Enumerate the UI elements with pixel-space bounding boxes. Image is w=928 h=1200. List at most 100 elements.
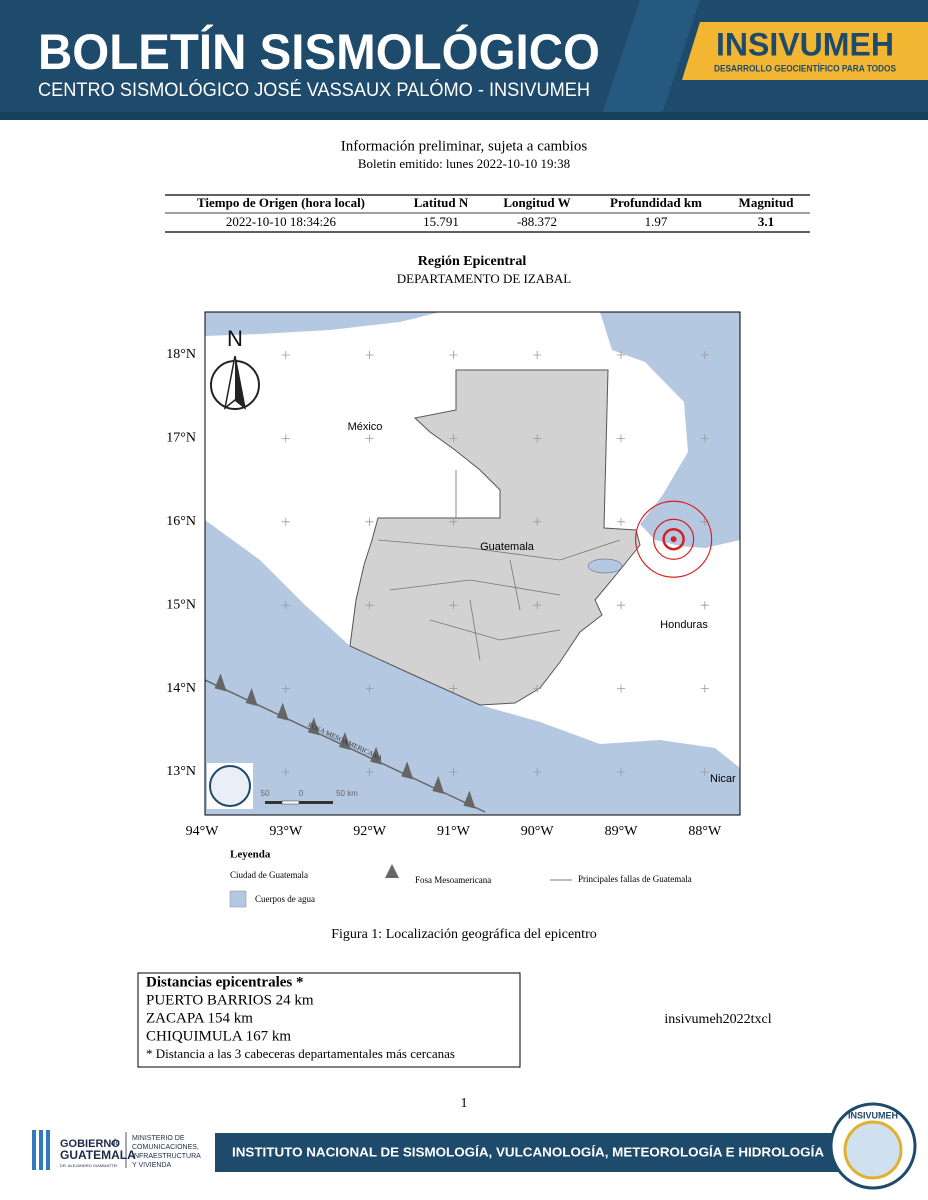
scale-bar: [299, 801, 333, 804]
gov-logo: [46, 1130, 50, 1170]
trench-tooth: [401, 761, 414, 780]
legend-item: Principales fallas de Guatemala: [578, 874, 692, 884]
lat-label: 16°N: [166, 514, 196, 529]
legend-item: Cuerpos de agua: [255, 894, 315, 904]
gov-president: DR. ALEJANDRO GIAMMATTEI: [60, 1163, 118, 1168]
institute-band: [215, 1133, 855, 1172]
logo-text: INSIVUMEH: [848, 1110, 898, 1120]
grid-cross: [281, 768, 290, 776]
caribbean: [600, 312, 740, 548]
compass-north: N: [227, 326, 243, 351]
grid-cross: [700, 434, 709, 443]
grid-cross: [533, 601, 542, 610]
brand-box: [682, 22, 928, 80]
distance-line: ZACAPA 154 km: [146, 1010, 253, 1026]
place-label: Honduras: [660, 619, 708, 631]
grid-cross: [533, 684, 542, 693]
legend-title: Leyenda: [230, 849, 271, 861]
institute-logo-inner: [843, 1120, 903, 1180]
epicenter-ring: [635, 500, 713, 578]
column-header: Profundidad km: [610, 195, 702, 210]
lon-label: 94°W: [186, 824, 220, 839]
bulletin-title: BOLETÍN SISMOLÓGICO: [38, 24, 600, 80]
grid-cross: [365, 684, 374, 693]
grid-cross: [533, 517, 542, 526]
legend: Leyenda Ciudad de Guatemala Cuerpos de a…: [229, 849, 692, 908]
trench-tooth: [307, 717, 320, 736]
region-name: DEPARTAMENTO DE IZABAL: [397, 271, 571, 286]
grid-cross: [449, 517, 458, 526]
grid-cross: [449, 768, 458, 776]
scale-label: 0: [299, 789, 304, 798]
box-frame: [137, 972, 521, 1068]
place-label: Guatemala: [480, 541, 535, 553]
lon-label: 88°W: [688, 824, 722, 839]
legend-swatch: [229, 890, 247, 908]
lat-label: 14°N: [166, 681, 196, 696]
grid-cross: [449, 684, 458, 693]
footer: GOBIERNO de GUATEMALA DR. ALEJANDRO GIAM…: [32, 1102, 917, 1190]
header-edge: [0, 112, 928, 120]
legend-swatch: [385, 864, 399, 878]
grid-cross: [281, 434, 290, 443]
issued-date: Boletin emitido: lunes 2022-10-10 19:38: [358, 156, 570, 171]
lon-label: 91°W: [437, 824, 471, 839]
brand-tagline: DESARROLLO GEOCIENTÍFICO PARA TODOS: [714, 63, 896, 73]
institute-name: INSTITUTO NACIONAL DE SISMOLOGÍA, VULCAN…: [232, 1144, 825, 1159]
compass: N: [210, 326, 260, 410]
brand-name: INSIVUMEH: [716, 26, 894, 62]
grid-cross: [281, 601, 290, 610]
map-logo: [209, 765, 251, 807]
lon-label: 93°W: [269, 824, 303, 839]
grid-cross: [281, 351, 290, 359]
guatemala: [349, 369, 641, 706]
notice: Información preliminar, sujeta a cambios: [341, 138, 588, 154]
grid-cross: [365, 517, 374, 526]
bulletin-code: insivumeh2022txcl: [664, 1012, 771, 1027]
gov-de: de: [111, 1137, 120, 1147]
grid-cross: [700, 768, 709, 776]
map-frame: [204, 311, 741, 816]
header-stripe: [600, 0, 700, 120]
distance-note: * Distancia a las 3 cabeceras departamen…: [146, 1046, 455, 1061]
grid-cross: [617, 768, 625, 776]
legend-item: Ciudad de Guatemala: [230, 870, 308, 880]
trench-tooth: [214, 673, 227, 692]
grid-cross: [617, 601, 625, 610]
place-label: Nicar: [710, 773, 736, 785]
column-header: Latitud N: [414, 195, 469, 210]
column-header: Tiempo de Origen (hora local): [197, 195, 365, 210]
grid-cross: [281, 684, 290, 693]
grid-cross: [365, 434, 374, 443]
grid-cross: [700, 684, 709, 693]
scale-label: 50: [261, 789, 270, 798]
grid-cross: [617, 351, 625, 359]
department-lines: [377, 470, 621, 661]
grid-cross: [533, 351, 542, 359]
column-header: Magnitud: [739, 195, 795, 210]
grid-cross: [617, 684, 625, 693]
lon-label: 90°W: [521, 824, 555, 839]
lat-label: 18°N: [166, 347, 196, 362]
table-cell: 1.97: [645, 214, 668, 229]
lat-label: 17°N: [166, 431, 196, 446]
gov-word: GOBIERNO: [60, 1138, 120, 1150]
lat-label: 13°N: [166, 764, 196, 779]
table-cell: 15.791: [423, 214, 459, 229]
lon-label: 89°W: [605, 824, 639, 839]
grid-cross: [449, 434, 458, 443]
ministry-line: INFRAESTRUCTURA: [132, 1153, 201, 1160]
origin-table: Tiempo de Origen (hora local) Latitud N Lo…: [165, 194, 810, 233]
grid-cross: [281, 517, 290, 526]
epicenter-ring: [662, 527, 685, 551]
figure-caption: Figura 1: Localización geográfica del ep…: [331, 927, 597, 942]
scale-label: 50 km: [336, 789, 358, 798]
ministry-line: COMUNICACIONES,: [132, 1144, 199, 1151]
place-label: México: [348, 421, 383, 433]
lake-izabal: [587, 558, 623, 574]
grid-cross: [449, 351, 458, 359]
grid-cross: [700, 601, 709, 610]
distance-line: CHIQUIMULA 167 km: [146, 1028, 291, 1044]
trench-tooth: [370, 746, 383, 765]
